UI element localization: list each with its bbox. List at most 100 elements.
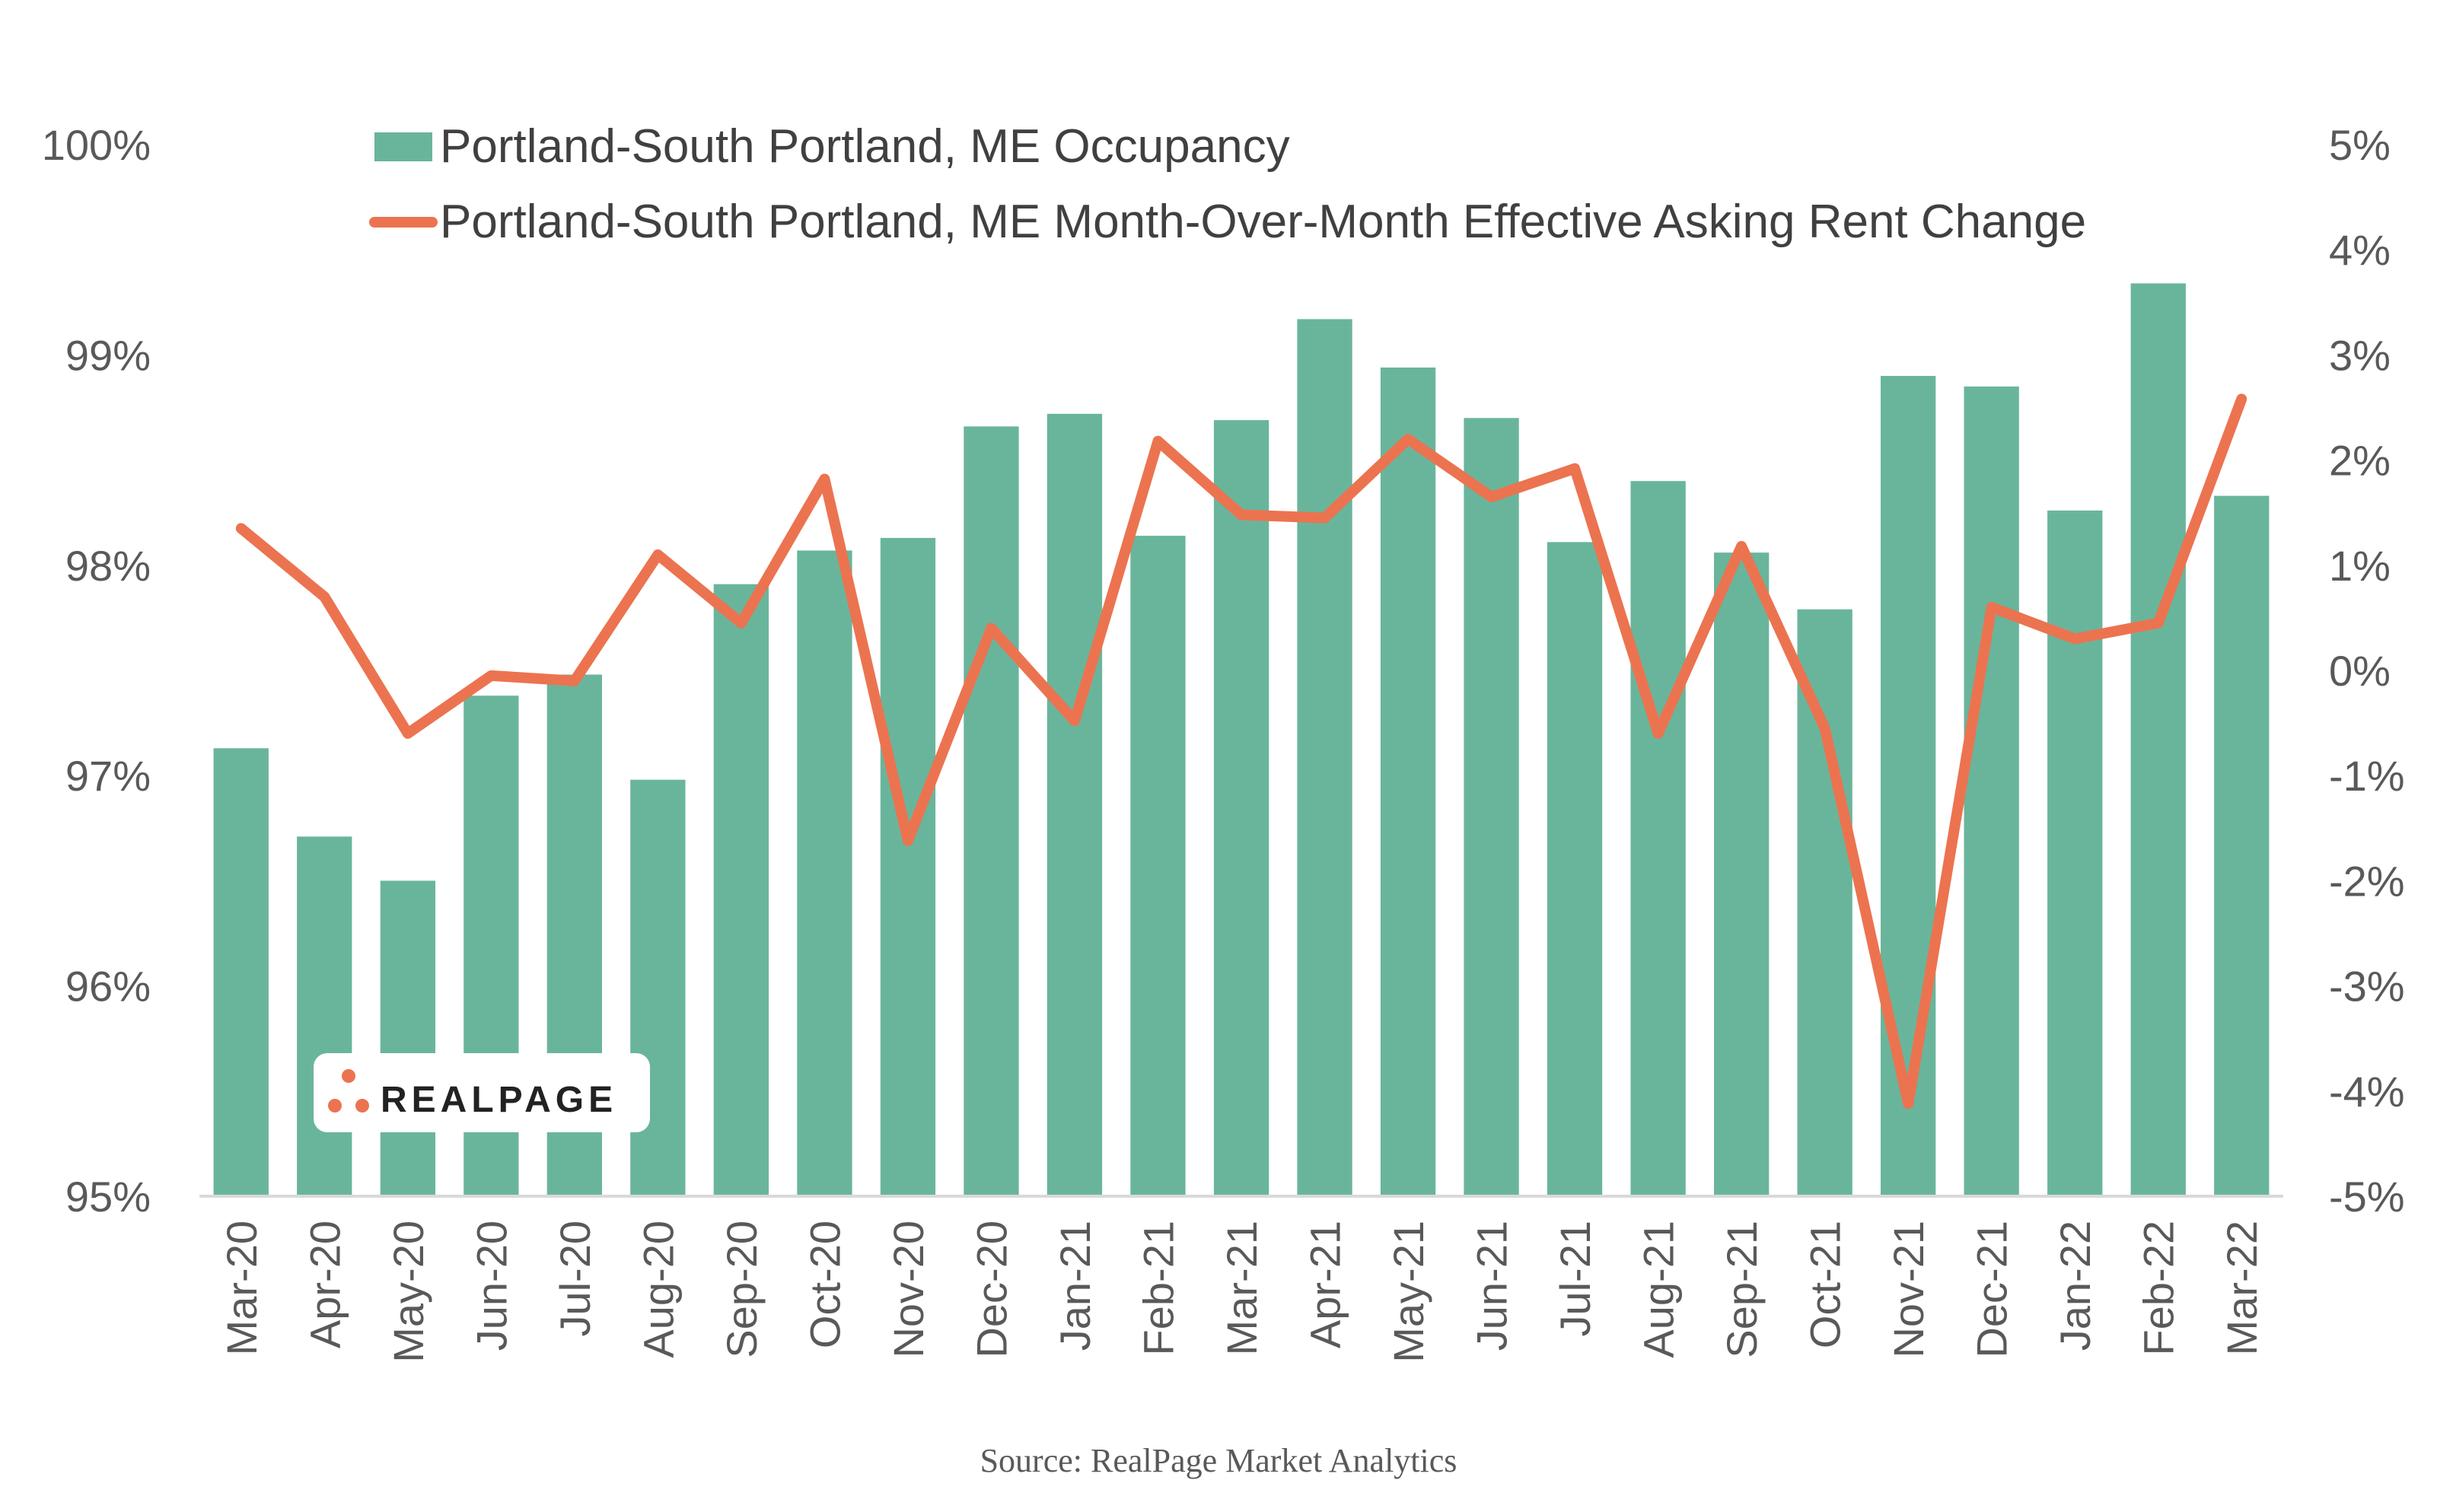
x-tick-label: Dec-20 — [967, 1221, 1015, 1358]
rent-change-point-Apr-21 — [1324, 517, 1326, 519]
bar-occupancy-Dec-20 — [964, 426, 1019, 1196]
right-tick-label: -3% — [2329, 963, 2405, 1011]
rent-change-point-Mar-21 — [1241, 514, 1242, 516]
bar-occupancy-Oct-20 — [797, 550, 852, 1196]
x-tick-label: Feb-21 — [1135, 1221, 1183, 1355]
x-tick-label: Nov-21 — [1884, 1221, 1932, 1358]
right-tick-label: -5% — [2329, 1173, 2405, 1221]
bar-occupancy-Jul-21 — [1547, 542, 1603, 1196]
bar-occupancy-Aug-21 — [1630, 481, 1686, 1196]
bar-occupancy-Feb-21 — [1130, 536, 1186, 1196]
rent-change-point-Apr-20 — [323, 596, 326, 598]
bar-occupancy-Mar-21 — [1213, 420, 1269, 1196]
source-note: Source: RealPage Market Analytics — [980, 1442, 1457, 1479]
rent-change-point-Jun-21 — [1490, 496, 1492, 498]
right-tick-label: 5% — [2329, 121, 2391, 169]
rent-change-point-Nov-21 — [1907, 1103, 1910, 1105]
right-tick-label: -1% — [2329, 752, 2405, 800]
right-axis-ticks: -5% -4% -3% -2% -1% 0% 1% 2% 3% 4% 5% — [2329, 121, 2405, 1221]
x-tick-label: Oct-21 — [1801, 1221, 1849, 1348]
x-tick-label: Aug-20 — [634, 1221, 682, 1358]
x-tick-label: Jun-20 — [467, 1221, 515, 1351]
bar-occupancy-May-20 — [380, 880, 435, 1196]
bar-occupancy-May-21 — [1380, 368, 1436, 1196]
left-tick-label: 96% — [65, 963, 151, 1011]
x-tick-label: Aug-21 — [1635, 1221, 1683, 1358]
x-tick-label: Sep-20 — [718, 1221, 766, 1358]
x-tick-label: Dec-21 — [1968, 1221, 2016, 1358]
rent-change-point-Dec-20 — [990, 627, 992, 629]
rent-change-point-May-21 — [1407, 438, 1409, 440]
bar-occupancy-Mar-22 — [2214, 495, 2270, 1196]
bar-occupancy-Sep-20 — [713, 584, 769, 1196]
rent-change-line-layer — [235, 393, 2247, 1109]
rent-change-point-Sep-21 — [1741, 545, 1743, 547]
rent-change-point-Oct-21 — [1824, 727, 1826, 729]
bar-occupancy-Jan-21 — [1046, 413, 1103, 1196]
rent-change-point-May-20 — [406, 732, 409, 734]
x-tick-label: Nov-20 — [884, 1221, 932, 1358]
x-tick-label: May-20 — [384, 1221, 432, 1363]
right-tick-label: 2% — [2329, 437, 2391, 485]
right-tick-label: -2% — [2329, 857, 2405, 905]
realpage-logo: REALPAGE — [314, 1053, 650, 1132]
logo-text: REALPAGE — [381, 1080, 617, 1120]
rent-change-point-Mar-20 — [240, 527, 242, 530]
right-tick-label: 3% — [2329, 331, 2391, 379]
right-tick-label: 1% — [2329, 542, 2391, 590]
rent-change-point-Jun-20 — [490, 674, 492, 676]
rent-change-point-Oct-20 — [823, 478, 826, 480]
legend-label-rent-change: Portland-South Portland, ME Month-Over-M… — [440, 196, 2086, 248]
bar-occupancy-Feb-22 — [2130, 283, 2186, 1196]
bar-occupancy-Aug-20 — [630, 779, 686, 1196]
rent-change-point-Nov-20 — [906, 839, 909, 842]
rent-change-point-Aug-20 — [657, 554, 659, 555]
bar-occupancy-Dec-21 — [1964, 386, 2019, 1196]
x-tick-label: Sep-21 — [1718, 1221, 1766, 1358]
left-axis-ticks: 95% 96% 97% 98% 99% 100% — [42, 121, 151, 1221]
bar-occupancy-Oct-21 — [1797, 609, 1852, 1196]
x-tick-label: Apr-20 — [301, 1221, 349, 1348]
rent-change-point-Feb-21 — [1157, 440, 1159, 442]
rent-change-point-Dec-21 — [1990, 606, 1993, 609]
x-tick-label: Apr-21 — [1301, 1221, 1349, 1348]
rent-change-point-Jan-22 — [2074, 638, 2076, 640]
x-tick-label: May-21 — [1384, 1221, 1432, 1363]
x-axis-ticks: Mar-20 Apr-20 May-20 Jun-20 Jul-20 Aug-20 Sep-… — [218, 1221, 2266, 1363]
bar-occupancy-Apr-21 — [1297, 319, 1352, 1196]
x-tick-label: Mar-21 — [1218, 1221, 1266, 1355]
left-tick-label: 100% — [42, 121, 151, 169]
x-tick-label: Jan-22 — [2051, 1221, 2099, 1351]
rent-change-point-Sep-20 — [740, 622, 742, 624]
right-tick-label: -4% — [2329, 1068, 2405, 1116]
left-tick-label: 97% — [65, 752, 151, 800]
bar-occupancy-Apr-20 — [297, 836, 352, 1196]
bar-occupancy-Nov-21 — [1881, 376, 1936, 1196]
bar-occupancy-Sep-21 — [1714, 552, 1770, 1196]
x-tick-label: Jan-21 — [1051, 1221, 1099, 1351]
legend-label-occupancy: Portland-South Portland, ME Occupancy — [440, 120, 1290, 173]
rent-change-point-Jul-20 — [573, 680, 575, 682]
x-tick-label: Oct-20 — [801, 1221, 849, 1348]
rent-change-point-Feb-22 — [2157, 622, 2159, 624]
x-tick-label: Jul-20 — [551, 1221, 599, 1337]
legend-swatch-occupancy — [374, 132, 432, 161]
rent-change-point-Jan-21 — [1074, 720, 1075, 722]
rent-change-point-Aug-21 — [1657, 732, 1659, 734]
bar-occupancy-Mar-20 — [213, 748, 269, 1196]
right-tick-label: 4% — [2329, 226, 2391, 274]
rent-change-point-Mar-22 — [2241, 398, 2243, 400]
x-tick-label: Mar-20 — [218, 1221, 266, 1355]
left-tick-label: 95% — [65, 1173, 151, 1221]
bar-occupancy-Jun-21 — [1464, 418, 1519, 1196]
x-tick-label: Jul-21 — [1551, 1221, 1599, 1337]
bar-occupancy-Jan-22 — [2047, 510, 2103, 1196]
x-tick-label: Feb-22 — [2135, 1221, 2183, 1355]
rent-change-point-Jul-21 — [1574, 467, 1576, 470]
bar-occupancy-Nov-20 — [880, 537, 936, 1196]
legend: Portland-South Portland, ME Occupancy Po… — [369, 120, 2086, 248]
right-tick-label: 0% — [2329, 647, 2391, 695]
left-tick-label: 98% — [65, 542, 151, 590]
x-tick-label: Jun-21 — [1468, 1221, 1516, 1351]
